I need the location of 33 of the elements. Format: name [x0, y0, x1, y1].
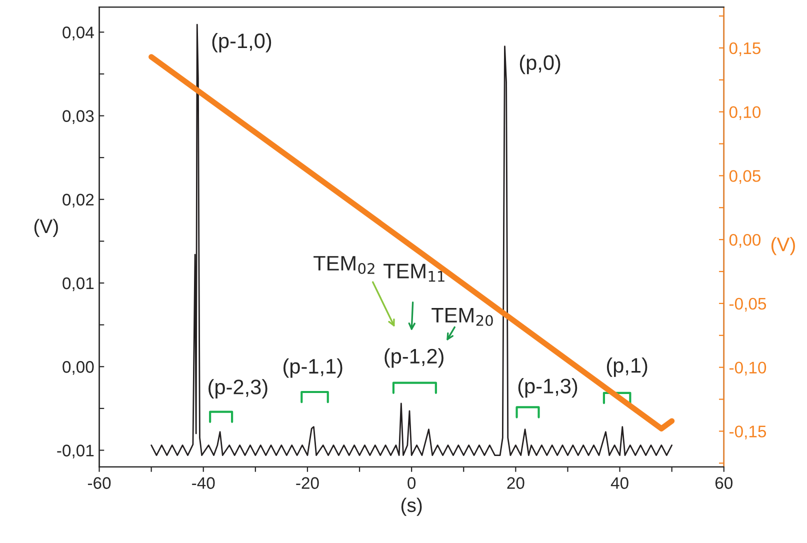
- x-tick-label: 60: [715, 477, 732, 489]
- y2-tick-label: 0,15: [729, 42, 760, 56]
- x-tick-label: -40: [192, 477, 215, 489]
- x-axis-title: (s): [401, 498, 422, 516]
- y2-tick-label: -0,10: [729, 362, 766, 376]
- y-tick-label: 0,04: [62, 26, 94, 40]
- y-tick-label: 0,00: [62, 361, 94, 375]
- y2-tick-label: 0,10: [729, 106, 761, 120]
- y-tick-label: 0,03: [62, 110, 94, 124]
- y-axis-title: (V): [34, 218, 58, 238]
- x-tick-label: 40: [610, 477, 628, 489]
- y-tick-label: -0,01: [57, 444, 94, 458]
- x-tick-label: 0: [408, 477, 416, 489]
- y2-tick-label: -0,05: [729, 298, 766, 312]
- y2-tick-label: -0,15: [729, 426, 766, 440]
- annotation: (p-2,3): [208, 379, 268, 399]
- annotation: TEM$_{20}$: [432, 308, 493, 326]
- x-tick-label: 20: [507, 477, 524, 489]
- annotation: (p,1): [606, 357, 648, 377]
- x-tick-label: -20: [296, 477, 319, 489]
- x-tick-label: -60: [88, 477, 111, 489]
- y2-axis-title: (V): [771, 237, 795, 256]
- annotation: (p,0): [520, 54, 560, 74]
- annotation: TEM$_{11}$: [383, 264, 444, 282]
- annotation: (p-1,2): [384, 348, 444, 368]
- annotation: (p-1,3): [518, 378, 578, 398]
- y2-tick-label: 0,05: [729, 170, 760, 184]
- annotation: (p-1,1): [283, 358, 342, 378]
- y2-tick-label: 0,00: [729, 234, 761, 248]
- annotation: (p-1,0): [212, 32, 272, 52]
- y-tick-label: 0,01: [62, 277, 94, 292]
- annotation: TEM$_{02}$: [314, 256, 374, 274]
- y-tick-label: 0,02: [62, 194, 94, 208]
